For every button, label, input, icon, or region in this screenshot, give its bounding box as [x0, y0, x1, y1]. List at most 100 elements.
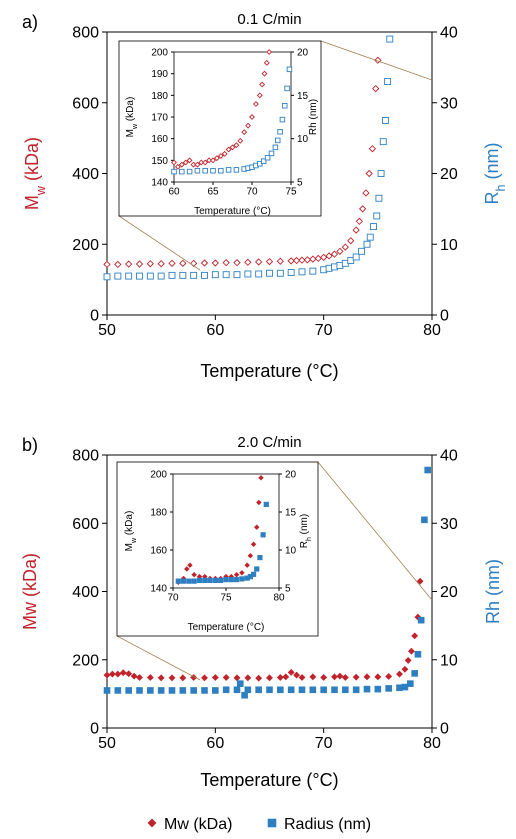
rh-point — [407, 680, 414, 687]
mw-point — [157, 674, 165, 682]
panel-a-main-y-right-tick-label: 20 — [440, 166, 458, 183]
legend-radius-marker — [267, 818, 277, 828]
mw-point — [222, 674, 230, 681]
rh-point — [201, 687, 208, 694]
panel-a-inset-y-right-tick-label: 5 — [297, 178, 303, 189]
rh-point — [257, 554, 263, 561]
rh-point — [103, 273, 111, 281]
rh-point — [352, 686, 360, 694]
mw-point — [372, 84, 380, 93]
mw-point — [202, 159, 209, 166]
mw-point — [250, 541, 257, 548]
mw-point — [211, 674, 219, 681]
legend-mw-label: Mw (kDa) — [164, 816, 232, 833]
mw-point — [249, 114, 255, 120]
mw-point — [217, 153, 224, 159]
panel-a-inset-y-right-label: Rh (nm) — [308, 99, 319, 135]
mw-point — [263, 59, 270, 66]
mw-point — [309, 255, 317, 263]
mw-point — [309, 673, 317, 681]
panel-a-main-series-rh — [103, 35, 394, 281]
mw-point — [396, 670, 403, 678]
mw-point — [320, 674, 328, 681]
panel-a-title: 0.1 C/min — [237, 11, 301, 28]
rh-point — [201, 271, 208, 279]
mw-point — [225, 146, 232, 153]
rh-point — [277, 686, 284, 694]
mw-point — [303, 256, 312, 264]
panel-a-main-y-left-tick-label: 0 — [90, 308, 99, 325]
panel-a-main-y-left-tick-label: 600 — [72, 95, 99, 112]
rh-point — [375, 194, 383, 202]
rh-point — [171, 168, 177, 175]
mw-point — [168, 259, 176, 267]
panel-b-label: b) — [22, 435, 38, 455]
panel-a-main-y-left-tick-label: 200 — [72, 237, 99, 254]
rh-point — [225, 167, 232, 173]
mw-point — [341, 674, 349, 681]
mw-point — [187, 562, 193, 568]
mw-point — [245, 122, 252, 129]
panel-b-main-y-right-tick-label: 10 — [440, 652, 458, 669]
mw-point — [282, 673, 290, 681]
rh-point — [190, 687, 197, 694]
panel-a-inset-y-left-label: Mw (kDa) — [125, 97, 139, 138]
panel-b-inset-frame — [116, 461, 319, 637]
mw-point — [201, 674, 208, 682]
mw-point — [255, 674, 263, 682]
rh-point — [236, 680, 244, 687]
panel-a-inset-y-left-tick-label: 150 — [151, 156, 168, 167]
panel-a-inset-y-left-tick-label: 140 — [151, 178, 168, 189]
mw-point — [261, 70, 268, 77]
rh-point — [233, 271, 241, 279]
mw-point — [178, 161, 185, 168]
mw-point — [168, 674, 176, 682]
rh-point — [268, 150, 275, 157]
mw-point — [352, 226, 360, 234]
mw-point — [265, 257, 274, 266]
panel-b-inset: 70 75 80 140 160 180 200 5 10 15 20 Temperature (°C… — [124, 470, 313, 634]
rh-point — [411, 670, 418, 677]
panel-a-x-axis-label: Temperature (°C) — [200, 361, 338, 381]
mw-point — [194, 161, 201, 168]
mw-point — [191, 571, 197, 578]
panel-a-inset-y-left-tick-label: 200 — [151, 48, 168, 59]
rh-point — [266, 686, 273, 694]
panel-a-inset-x-axis-label: Temperature (°C) — [194, 206, 271, 217]
rh-point — [250, 571, 257, 577]
rh-point — [309, 686, 317, 694]
panel-b-inset-y-right-tick-label: 15 — [285, 508, 297, 519]
rh-point — [276, 269, 284, 277]
rh-point — [421, 516, 428, 524]
mw-point — [259, 81, 266, 88]
panel-b-inset-x-tick-label: 70 — [167, 593, 179, 604]
panel-b-main-y-left-tick-label: 800 — [72, 448, 99, 465]
mw-point — [287, 257, 295, 265]
mw-point — [206, 157, 213, 164]
panel-a-label: a) — [22, 12, 38, 32]
panel-b-main-y-right-tick-label: 30 — [440, 516, 458, 533]
mw-point — [298, 256, 306, 264]
panel-a-main-y-right-tick-label: 40 — [440, 25, 458, 42]
rh-point — [287, 269, 295, 276]
rh-point — [190, 271, 198, 279]
mw-point — [182, 159, 189, 166]
panel-b-inset-leader — [116, 635, 201, 681]
panel-a-inset-leader — [118, 215, 201, 271]
mw-point — [114, 260, 122, 269]
mw-point — [266, 49, 273, 55]
rh-point — [366, 233, 374, 241]
rh-point — [379, 138, 387, 146]
panel-a-y-left-axis-label: Mw (kDa) — [22, 137, 48, 210]
panel-a-y-right-axis-label: Rh (nm) — [482, 142, 508, 204]
mw-point — [276, 257, 284, 265]
rh-point — [286, 66, 293, 73]
mw-point — [125, 670, 133, 678]
mw-point — [222, 259, 230, 267]
panel-a-main-x-tick-label: 50 — [98, 322, 116, 339]
rh-point — [363, 685, 371, 693]
panel-a-inset-series-rh — [171, 66, 293, 175]
